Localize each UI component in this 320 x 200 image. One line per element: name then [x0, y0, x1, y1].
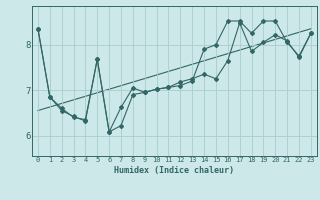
X-axis label: Humidex (Indice chaleur): Humidex (Indice chaleur)	[115, 166, 234, 175]
